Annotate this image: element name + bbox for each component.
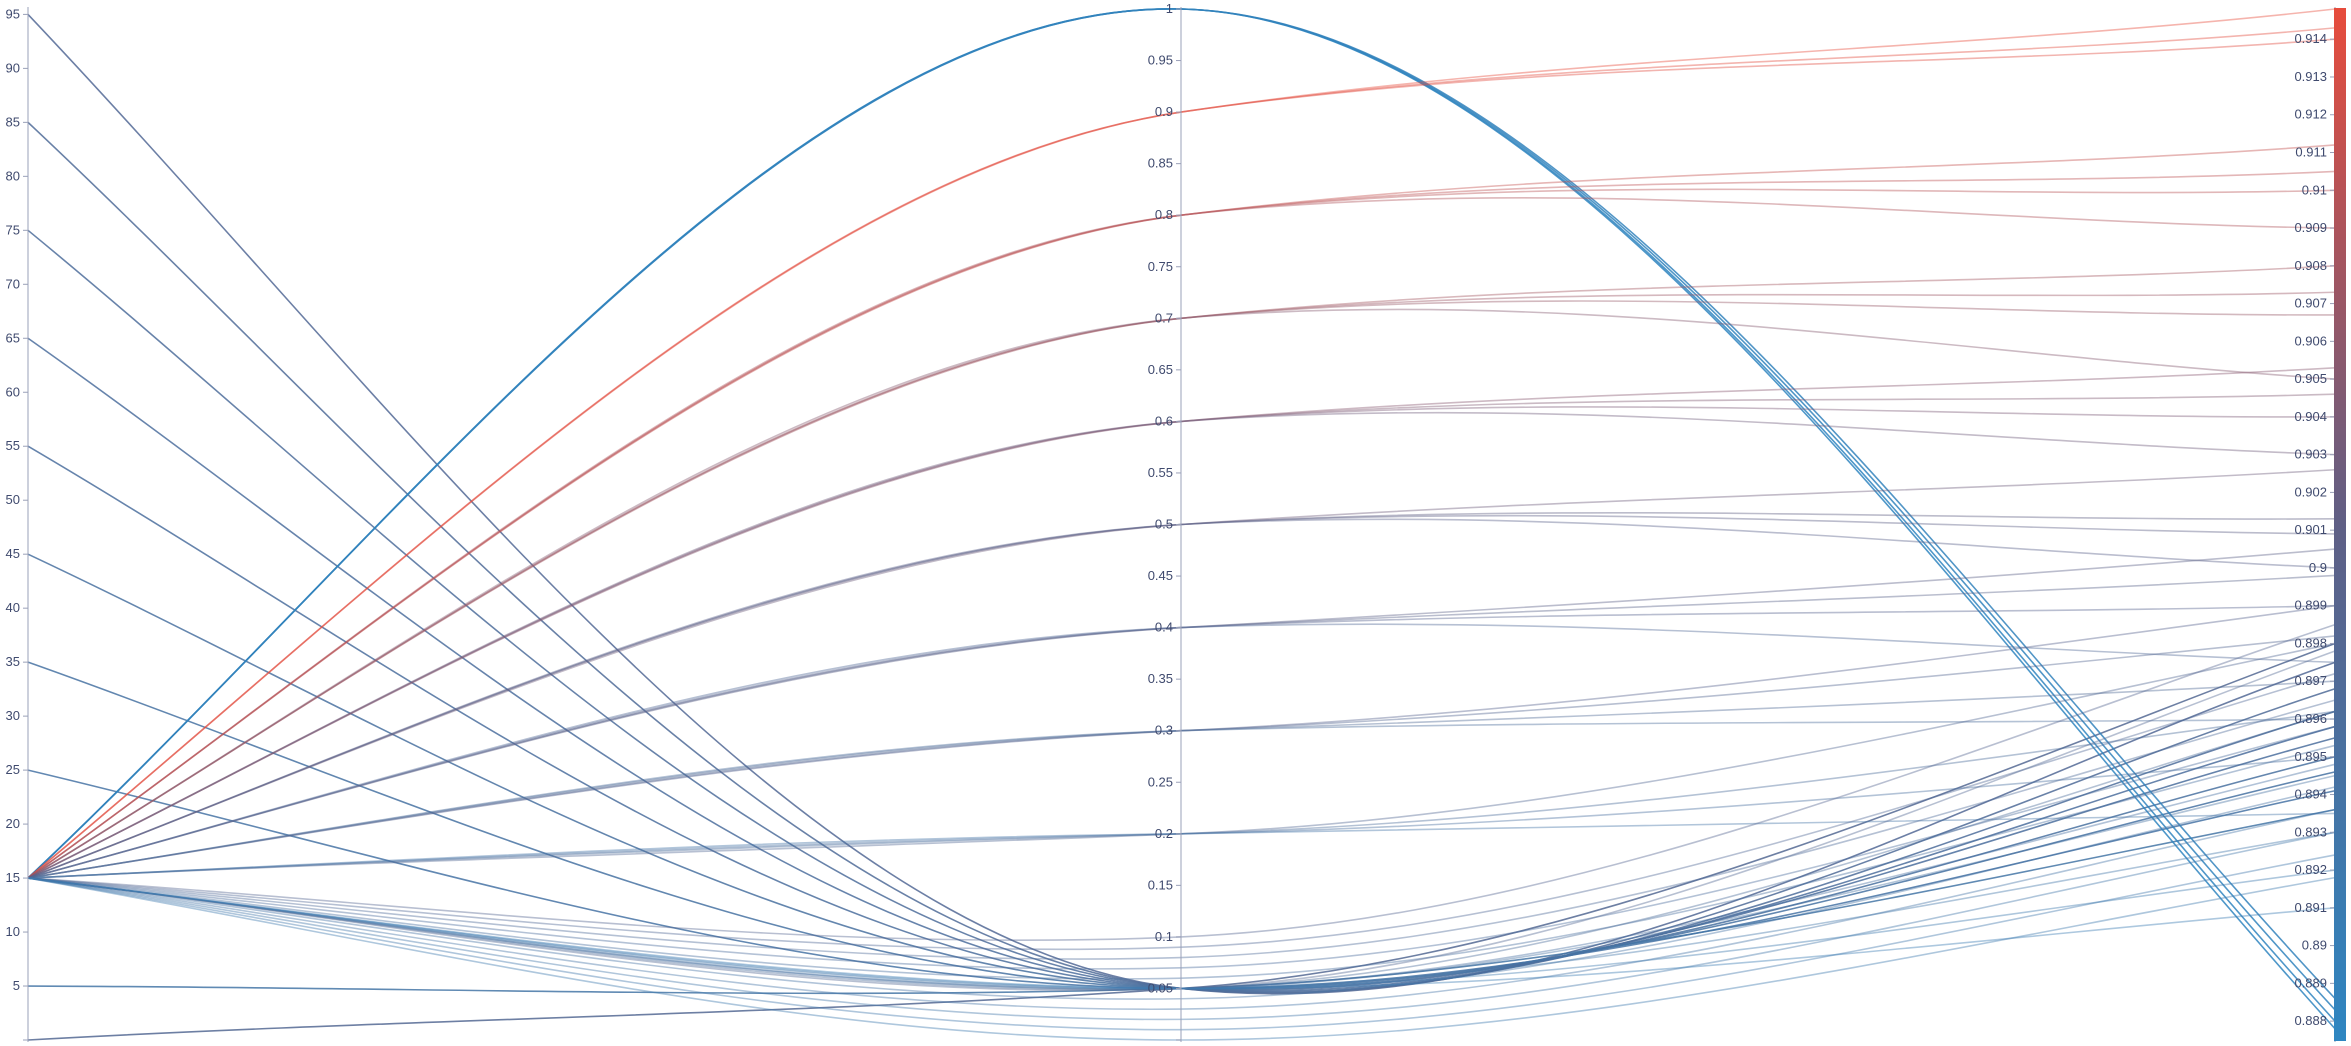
tick-label: 0.9 xyxy=(2309,560,2327,575)
tick-label: 0.91 xyxy=(2302,182,2327,197)
tick-label: 0.912 xyxy=(2294,107,2327,122)
tick-label: 0.898 xyxy=(2294,635,2327,650)
tick-label: 0.35 xyxy=(1148,671,1173,686)
tick-label: 0.903 xyxy=(2294,447,2327,462)
polyline xyxy=(27,8,2336,879)
polyline xyxy=(27,642,2336,879)
tick-label: 0.905 xyxy=(2294,371,2327,386)
polyline xyxy=(27,188,2336,879)
tick-label: 0.911 xyxy=(2295,145,2327,160)
tick-label: 0.65 xyxy=(1148,362,1173,377)
tick-label: 0.914 xyxy=(2294,31,2327,46)
tick-label: 0.9 xyxy=(1155,104,1173,119)
colorbar-gradient xyxy=(2334,8,2346,1041)
tick-label: 0.895 xyxy=(2294,749,2327,764)
tick-label: 45 xyxy=(6,546,20,561)
polyline xyxy=(27,144,2336,879)
tick-label: 0.8 xyxy=(1155,207,1173,222)
tick-label: 0.893 xyxy=(2294,824,2327,839)
tick-label: 0.05 xyxy=(1148,980,1173,995)
tick-label: 0.75 xyxy=(1148,259,1173,274)
tick-label: 20 xyxy=(6,816,20,831)
tick-label: 0.888 xyxy=(2294,1013,2327,1028)
tick-label: 0.892 xyxy=(2294,862,2327,877)
polyline xyxy=(27,710,2336,879)
tick-label: 0.4 xyxy=(1155,620,1173,635)
tick-label: 5 xyxy=(13,978,20,993)
tick-label: 30 xyxy=(6,708,20,723)
tick-label: 0.908 xyxy=(2294,258,2327,273)
tick-label: 95 xyxy=(6,6,20,21)
polyline xyxy=(27,755,2336,879)
tick-label: 0.45 xyxy=(1148,568,1173,583)
tick-label: 15 xyxy=(6,870,20,885)
tick-label: 70 xyxy=(6,276,20,291)
tick-label: 0.55 xyxy=(1148,465,1173,480)
tick-label: 0.7 xyxy=(1155,310,1173,325)
tick-label: 55 xyxy=(6,438,20,453)
polyline xyxy=(27,642,2336,1041)
tick-label: 90 xyxy=(6,60,20,75)
tick-label: 0.89 xyxy=(2302,938,2327,953)
tick-label: 0.5 xyxy=(1155,517,1173,532)
tick-label: 0.2 xyxy=(1155,826,1173,841)
tick-label: 0.901 xyxy=(2294,522,2327,537)
tick-label: 0.6 xyxy=(1155,413,1173,428)
tick-label: 0.15 xyxy=(1148,877,1173,892)
tick-label: 80 xyxy=(6,168,20,183)
tick-label: 0.1 xyxy=(1155,929,1173,944)
tick-label: 0.894 xyxy=(2294,787,2327,802)
tick-label: 0.913 xyxy=(2294,69,2327,84)
tick-label: 0.3 xyxy=(1155,723,1173,738)
tick-label: 0.891 xyxy=(2294,900,2327,915)
tick-label: 75 xyxy=(6,222,20,237)
tick-label: 0.906 xyxy=(2294,333,2327,348)
polyline xyxy=(27,27,2336,879)
polyline xyxy=(27,38,2336,879)
tick-label: 0.25 xyxy=(1148,774,1173,789)
polyline xyxy=(27,197,2336,879)
tick-label: 0.889 xyxy=(2294,975,2327,990)
tick-label: 60 xyxy=(6,384,20,399)
tick-label: 0.899 xyxy=(2294,598,2327,613)
colorbar xyxy=(2334,8,2346,1041)
axes-layer: 5 10 15 20 25 30 35 40 45 50 55 60 65 70 75 80 85 90 95 0.0… xyxy=(6,1,2336,1042)
tick-label: 65 xyxy=(6,330,20,345)
tick-label: 0.897 xyxy=(2294,673,2327,688)
polyline xyxy=(27,8,2336,1000)
tick-label: 10 xyxy=(6,924,20,939)
tick-label: 35 xyxy=(6,654,20,669)
tick-label: 40 xyxy=(6,600,20,615)
tick-label: 0.909 xyxy=(2294,220,2327,235)
tick-label: 0.896 xyxy=(2294,711,2327,726)
tick-label: 85 xyxy=(6,114,20,129)
tick-label: 1 xyxy=(1166,1,1173,16)
tick-label: 0.902 xyxy=(2294,484,2327,499)
tick-label: 0.907 xyxy=(2294,296,2327,311)
tick-label: 0.904 xyxy=(2294,409,2327,424)
tick-label: 0.95 xyxy=(1148,53,1173,68)
polyline xyxy=(27,170,2336,879)
tick-label: 50 xyxy=(6,492,20,507)
tick-label: 0.85 xyxy=(1148,156,1173,171)
tick-label: 25 xyxy=(6,762,20,777)
